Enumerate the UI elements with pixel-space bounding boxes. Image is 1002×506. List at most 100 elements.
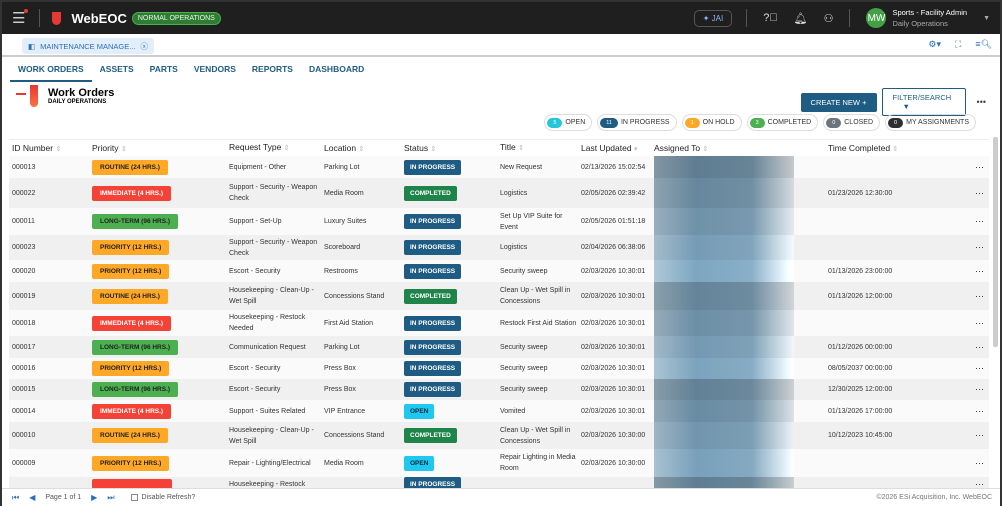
id-cell: 000009 bbox=[12, 459, 36, 467]
filter-search-button[interactable]: FILTER/SEARCH ▼ bbox=[881, 88, 966, 116]
column-label: Title bbox=[500, 142, 516, 152]
row-menu-icon[interactable]: ⋯ bbox=[975, 242, 984, 252]
user-name: Sports - Facility Admin bbox=[892, 8, 968, 17]
id-cell: 000011 bbox=[12, 218, 35, 225]
bell-icon[interactable]: 🔔︎ bbox=[793, 12, 808, 25]
row-menu-icon[interactable]: ⋯ bbox=[975, 430, 984, 440]
scrollbar[interactable] bbox=[993, 137, 998, 347]
prev-page-icon[interactable]: ◀ bbox=[29, 493, 36, 502]
priority-badge: PRIORITY (12 HRS.) bbox=[92, 361, 170, 376]
column-header[interactable]: Status ⇕ bbox=[404, 143, 436, 153]
filter-pill-completed[interactable]: 3 COMPLETED bbox=[746, 114, 819, 131]
pill-count: 5 bbox=[547, 117, 563, 128]
table-row[interactable]: 000011 LONG-TERM (96 HRS.) Support - Set… bbox=[9, 208, 989, 235]
location-cell: First Aid Station bbox=[324, 319, 374, 327]
help-icon[interactable]: ?⃝ bbox=[763, 12, 778, 24]
create-new-button[interactable]: CREATE NEW + bbox=[800, 92, 877, 112]
last-updated-cell: 02/05/2026 01:51:18 bbox=[581, 218, 646, 225]
nav-tabs: WORK ORDERS ASSETS PARTS VENDORS REPORTS… bbox=[10, 59, 372, 82]
status-badge: IN PROGRESS bbox=[404, 214, 462, 229]
filter-pill-open[interactable]: 5 OPEN bbox=[544, 114, 593, 131]
assigned-to-redacted bbox=[654, 208, 794, 235]
alarm-icon[interactable]: ⚙▾ bbox=[928, 39, 941, 49]
last-page-icon[interactable]: ⏭ bbox=[107, 492, 115, 502]
column-header[interactable]: ID Number ⇕ bbox=[12, 143, 61, 153]
title-cell: Security sweep bbox=[500, 343, 548, 351]
filter-pill-on-hold[interactable]: 1 ON HOLD bbox=[681, 114, 742, 131]
tab-dashboard[interactable]: DASHBOARD bbox=[308, 64, 365, 74]
table-row[interactable]: 000022 IMMEDIATE (4 HRS.) Support - Secu… bbox=[9, 178, 989, 208]
table-row[interactable]: 000020 PRIORITY (12 HRS.) Escort - Secur… bbox=[9, 260, 989, 282]
row-menu-icon[interactable]: ⋯ bbox=[975, 341, 984, 352]
table-row[interactable]: 000023 PRIORITY (12 HRS.) Support - Secu… bbox=[9, 235, 989, 260]
location-cell: Restrooms bbox=[324, 267, 358, 275]
user-info[interactable]: Sports - Facility Admin Daily Operations bbox=[892, 7, 967, 29]
disable-refresh-checkbox[interactable] bbox=[130, 494, 138, 501]
column-label: Location bbox=[324, 143, 357, 153]
divider bbox=[849, 9, 851, 27]
status-badge: IN PROGRESS bbox=[404, 382, 462, 397]
tab-assets[interactable]: ASSETS bbox=[99, 64, 134, 74]
row-menu-icon[interactable]: ⋯ bbox=[975, 265, 984, 276]
table-row[interactable]: 000018 IMMEDIATE (4 HRS.) Housekeeping -… bbox=[9, 310, 989, 336]
column-header[interactable]: Last Updated ▾ bbox=[581, 143, 637, 153]
chevron-down-icon[interactable]: ▼ bbox=[983, 14, 990, 22]
sort-icon: ⇕ bbox=[120, 146, 127, 153]
table-row[interactable]: 000016 PRIORITY (12 HRS.) Escort - Secur… bbox=[9, 358, 989, 379]
jai-button[interactable]: ✦ JAI bbox=[693, 9, 733, 27]
table-row[interactable]: 000015 LONG-TERM (96 HRS.) Escort - Secu… bbox=[9, 379, 989, 400]
fullscreen-icon[interactable]: ⛶ bbox=[955, 39, 962, 49]
table-row[interactable]: 000019 ROUTINE (24 HRS.) Housekeeping - … bbox=[9, 282, 989, 310]
row-menu-icon[interactable]: ⋯ bbox=[975, 187, 984, 198]
status-badge: IN PROGRESS bbox=[404, 159, 462, 175]
hamburger-menu-icon[interactable]: ☰ bbox=[12, 9, 29, 27]
tab-parts[interactable]: PARTS bbox=[149, 64, 178, 74]
column-header[interactable]: Title ⇕ bbox=[500, 142, 580, 154]
column-label: ID Number bbox=[12, 143, 54, 153]
search-list-icon[interactable]: ≡🔍︎ bbox=[975, 39, 992, 49]
user-settings-icon[interactable]: ⚇ bbox=[823, 12, 834, 25]
title-cell: Security sweep bbox=[500, 267, 548, 275]
row-menu-icon[interactable]: ⋯ bbox=[975, 363, 984, 373]
avatar[interactable]: MW bbox=[866, 8, 887, 28]
row-menu-icon[interactable]: ⋯ bbox=[975, 457, 984, 468]
tab-work-orders[interactable]: WORK ORDERS bbox=[10, 59, 92, 82]
request-type-cell: Escort - Security bbox=[229, 267, 281, 275]
table-row[interactable]: 000017 LONG-TERM (96 HRS.) Communication… bbox=[9, 336, 989, 358]
table-row[interactable]: 000013 ROUTINE (24 HRS.) Equipment - Oth… bbox=[9, 156, 989, 178]
table-row[interactable]: Housekeeping - Restock IN PROGRESS ⋯ bbox=[9, 476, 989, 492]
column-header[interactable]: Priority ⇕ bbox=[92, 143, 127, 153]
table-row[interactable]: 000014 IMMEDIATE (4 HRS.) Support - Suit… bbox=[9, 400, 989, 422]
next-page-icon[interactable]: ▶ bbox=[91, 493, 98, 502]
assigned-to-redacted bbox=[654, 336, 794, 358]
column-header[interactable]: Assigned To ⇕ bbox=[654, 143, 708, 153]
row-menu-icon[interactable]: ⋯ bbox=[975, 478, 984, 489]
column-header[interactable]: Location ⇕ bbox=[324, 143, 364, 153]
request-type-cell: Support - Set-Up bbox=[229, 218, 282, 225]
board-tab-maintenance[interactable]: ◧ MAINTENANCE MANAGE... ⓧ bbox=[22, 38, 155, 54]
table-row[interactable]: 000010 ROUTINE (24 HRS.) Housekeeping - … bbox=[9, 422, 989, 449]
filter-pill-in-progress[interactable]: 11 IN PROGRESS bbox=[597, 114, 677, 131]
row-menu-icon[interactable]: ⋯ bbox=[975, 405, 984, 416]
close-icon[interactable]: ⓧ bbox=[140, 41, 149, 51]
location-cell: Media Room bbox=[324, 189, 364, 197]
status-badge: IN PROGRESS bbox=[404, 240, 462, 255]
row-menu-icon[interactable]: ⋯ bbox=[975, 216, 984, 226]
last-updated-cell: 02/04/2026 06:38:06 bbox=[581, 244, 646, 251]
filter-pill-my-assignments[interactable]: 0 MY ASSIGNMENTS bbox=[885, 114, 976, 131]
tab-vendors[interactable]: VENDORS bbox=[193, 64, 236, 74]
row-menu-icon[interactable]: ⋯ bbox=[975, 290, 984, 301]
row-menu-icon[interactable]: ⋯ bbox=[975, 384, 984, 394]
user-role: Daily Operations bbox=[892, 19, 948, 28]
column-header[interactable]: Time Completed ⇕ bbox=[828, 143, 898, 153]
table-row[interactable]: 000009 PRIORITY (12 HRS.) Repair - Light… bbox=[9, 449, 989, 477]
more-options-icon[interactable]: ••• bbox=[976, 97, 986, 107]
row-menu-icon[interactable]: ⋯ bbox=[975, 161, 984, 172]
location-cell: Scoreboard bbox=[324, 244, 361, 251]
column-header[interactable]: Request Type ⇕ bbox=[229, 142, 321, 154]
row-menu-icon[interactable]: ⋯ bbox=[975, 317, 984, 328]
assigned-to-redacted bbox=[654, 282, 794, 310]
filter-pill-closed[interactable]: 0 CLOSED bbox=[823, 114, 881, 131]
tab-reports[interactable]: REPORTS bbox=[251, 64, 293, 74]
first-page-icon[interactable]: ⏮ bbox=[12, 492, 20, 502]
